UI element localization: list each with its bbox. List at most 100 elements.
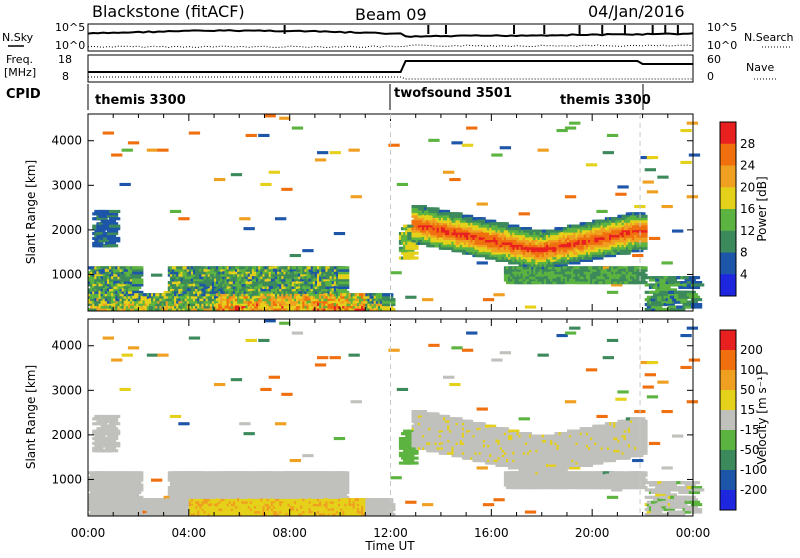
velocity-cell [111,359,122,362]
power-cell [405,296,416,299]
power-cell [290,254,301,257]
power-cell [632,254,643,257]
power-cell [565,195,576,198]
freq-label: Freq. [6,53,33,66]
colorbar-tick-label: 4 [740,267,748,281]
power-cell [607,291,618,294]
power-cell [647,156,658,159]
power-cell [178,217,189,220]
velocity-cell [231,378,242,381]
power-cell [680,161,691,164]
velocity-cell [147,354,158,357]
power-cell [500,146,511,149]
power-cell [643,181,654,184]
power-cell [260,183,271,186]
power-cell [292,127,303,130]
power-cell [151,274,162,277]
power-cell [477,261,488,264]
power-cell [443,171,454,174]
power-cell [672,230,683,233]
power-cell [397,183,408,186]
freq-panel: Freq. [MHz] 18 8 60 0 Nave [4,53,776,83]
velocity-cell [151,479,162,482]
power-cell [338,266,349,269]
power-cell [603,151,614,154]
power-cell [279,117,290,120]
velocity-cell [239,422,250,425]
radar-title: Blackstone (fitACF) [92,2,245,21]
power-cell [422,298,433,301]
power-cell [122,149,133,152]
velocity-cell [170,415,181,418]
power-cell [231,173,242,176]
power-panel: 1000 2000 3000 4000 Slant Range [km] [24,114,704,311]
velocity-cell [103,337,114,340]
cpid-label: CPID [6,87,41,102]
y-tick-label: 1000 [51,267,82,281]
colorbar-swatch [720,209,736,231]
velocity-cell [120,388,131,391]
power-cell [157,149,168,152]
power-cell [428,139,439,142]
power-cell [246,134,257,137]
velocity-cell [109,422,120,425]
power-cell [128,141,139,144]
power-cell [617,185,628,188]
velocity-cell [214,383,225,386]
power-cell [615,193,626,196]
nsky-label: N.Sky [2,31,34,44]
power-cell [109,225,120,228]
power-cell [645,168,656,171]
nave-series [88,77,693,79]
power-cell [315,158,326,161]
power-cell [189,132,200,135]
power-scatter [88,114,704,311]
power-cell [302,249,313,252]
colorbar-swatch [720,253,736,275]
power-cell [407,252,418,255]
colorbar-tick-label: 20 [740,180,755,194]
power-y-label: Slant Range [km] [24,160,38,264]
velocity-cell [109,415,120,418]
velocity-cell [109,442,120,445]
colorbar-swatch [720,231,736,253]
power-cell [647,190,658,193]
y-tick-label: 4000 [51,134,82,148]
nave-tick-bottom: 0 [707,70,714,83]
y-tick-label: 2000 [51,223,82,237]
power-cell [569,122,580,125]
mode-label-2: twofsound 3501 [394,86,512,101]
power-cell [244,227,255,230]
power-cell [483,298,494,301]
power-cell [462,144,473,147]
power-cell [330,151,341,154]
power-cell [451,141,462,144]
power-cell [269,171,280,174]
power-cell [586,163,597,166]
power-cell [519,212,530,215]
power-cell [636,274,647,277]
nsearch-label: N.Search [744,31,794,44]
freq-tick-top: 18 [58,53,72,66]
power-cell [657,176,668,179]
colorbar-tick-label: 16 [740,202,755,216]
velocity-scatter [88,319,704,516]
power-cell [109,237,120,240]
velocity-cell [178,422,189,425]
colorbar-tick-label: 8 [740,246,748,260]
colorbar-tick-label: 12 [740,224,755,238]
y-tick-label: 3000 [51,178,82,192]
power-cell [449,178,460,181]
power-cell [281,188,292,191]
power-cell [693,283,704,286]
nsky-panel: N.Sky 10^5 10^0 10^5 10^0 N.Search [2,21,794,52]
power-cell [107,244,118,247]
velocity-cell [157,354,168,357]
nsky-tick-bottom: 10^0 [55,39,85,52]
velocity-cell [132,471,143,474]
power-cell [382,293,393,296]
mode-label-1: themis 3300 [95,93,186,108]
power-cell [607,134,618,137]
power-cell [636,215,647,218]
